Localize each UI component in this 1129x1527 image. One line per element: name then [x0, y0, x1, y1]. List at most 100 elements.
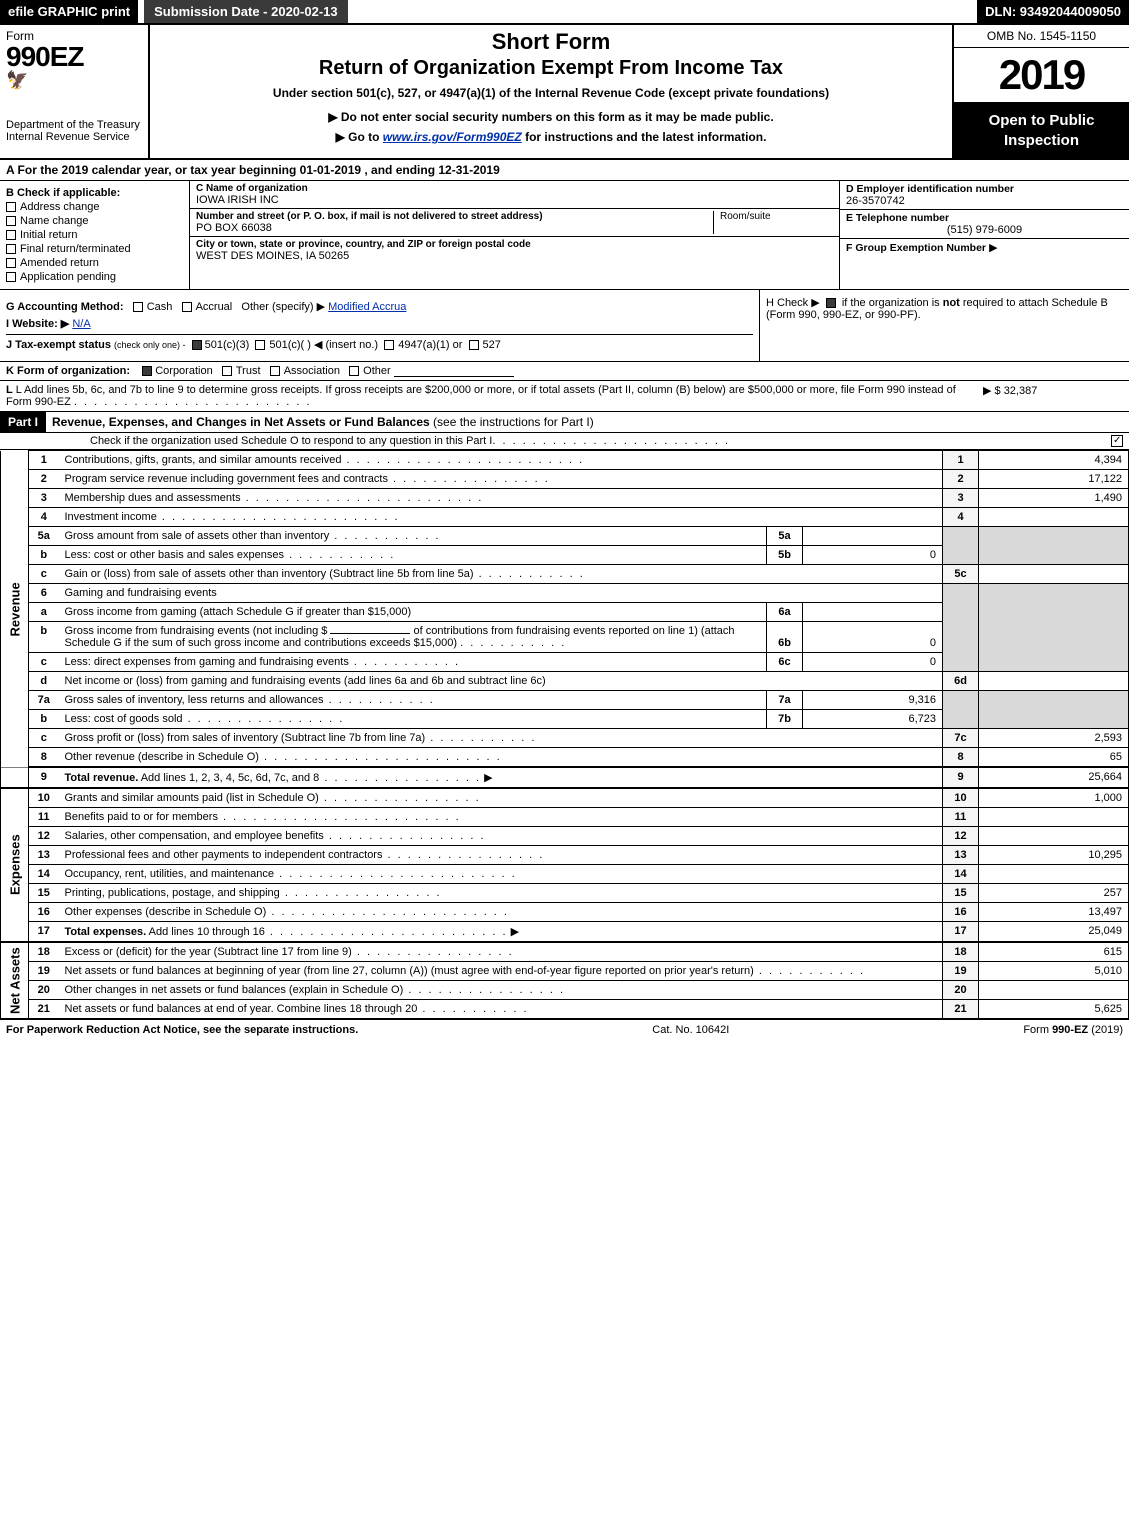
line-amount: 25,049: [979, 922, 1129, 943]
desc-text: Other expenses (describe in Schedule O): [65, 906, 267, 918]
line-desc: Gain or (loss) from sale of assets other…: [59, 565, 943, 584]
group-exemption-label: F Group Exemption Number: [846, 242, 986, 254]
checkbox-address-change[interactable]: Address change: [6, 201, 183, 213]
line-desc: Gross income from gaming (attach Schedul…: [59, 603, 767, 622]
dots: [266, 906, 509, 918]
desc-text: Gross sales of inventory, less returns a…: [65, 694, 324, 706]
efile-graphic-print-button[interactable]: efile GRAPHIC print: [0, 0, 138, 23]
line-amount: 10,295: [979, 846, 1129, 865]
checkbox-icon[interactable]: [384, 340, 394, 350]
desc-text: Excess or (deficit) for the year (Subtra…: [65, 946, 352, 958]
checkbox-icon[interactable]: [182, 302, 192, 312]
dots: [754, 965, 865, 977]
shade-cell: [979, 603, 1129, 622]
shade-cell: [943, 622, 979, 653]
checkbox-icon[interactable]: [133, 302, 143, 312]
line-ref: 18: [943, 942, 979, 962]
line-desc: Benefits paid to or for members: [59, 808, 943, 827]
city-row: City or town, state or province, country…: [190, 237, 839, 264]
opt-527: 527: [483, 339, 501, 351]
dots: [157, 511, 400, 523]
goto-suffix: for instructions and the latest informat…: [525, 130, 766, 144]
corp-label: Corporation: [155, 365, 212, 377]
line-number: 4: [29, 508, 59, 527]
schedule-o-text: Check if the organization used Schedule …: [90, 435, 492, 447]
table-row: b Less: cost or other basis and sales ex…: [1, 546, 1129, 565]
desc-text: Less: cost or other basis and sales expe…: [65, 549, 285, 561]
line-amount: 17,122: [979, 470, 1129, 489]
opt-4947: 4947(a)(1) or: [398, 339, 462, 351]
line-ref: 4: [943, 508, 979, 527]
line-amount: 2,593: [979, 729, 1129, 748]
checkbox-initial-return[interactable]: Initial return: [6, 229, 183, 241]
sub-line-amount: [803, 603, 943, 622]
checkbox-label: Final return/terminated: [20, 243, 131, 255]
shade-cell: [979, 622, 1129, 653]
dots: [319, 772, 481, 784]
line-desc: Excess or (deficit) for the year (Subtra…: [59, 942, 943, 962]
table-row: 16 Other expenses (describe in Schedule …: [1, 903, 1129, 922]
line-number: 10: [29, 788, 59, 808]
section-a-calendar-year: A For the 2019 calendar year, or tax yea…: [0, 160, 1129, 181]
checkbox-corporation-checked-icon[interactable]: [142, 366, 152, 376]
desc-text: Gross profit or (loss) from sales of inv…: [65, 732, 426, 744]
line-number: 16: [29, 903, 59, 922]
h-text-3: required to attach Schedule B: [963, 297, 1108, 309]
form-ref-suffix: (2019): [1091, 1024, 1123, 1036]
section-h: H Check ▶ if the organization is not req…: [759, 290, 1129, 361]
line-ref: 6d: [943, 672, 979, 691]
line-desc: Net assets or fund balances at end of ye…: [59, 1000, 943, 1020]
schedule-o-checkbox-checked-icon[interactable]: [1111, 435, 1123, 447]
table-row: b Gross income from fundraising events (…: [1, 622, 1129, 653]
checkbox-label: Amended return: [20, 257, 99, 269]
accounting-method-label: G Accounting Method:: [6, 301, 124, 313]
print-label[interactable]: print: [101, 4, 130, 19]
line-amount: 13,497: [979, 903, 1129, 922]
dots: [241, 492, 484, 504]
dots: [324, 694, 435, 706]
checkbox-amended-return[interactable]: Amended return: [6, 257, 183, 269]
shade-cell: [943, 584, 979, 603]
checkbox-icon[interactable]: [270, 366, 280, 376]
line-number: 17: [29, 922, 59, 943]
entity-block: B Check if applicable: Address change Na…: [0, 181, 1129, 290]
h-not: not: [943, 297, 960, 309]
line-ref: 21: [943, 1000, 979, 1020]
checkbox-icon[interactable]: [469, 340, 479, 350]
checkbox-icon[interactable]: [255, 340, 265, 350]
sub-line-amount: 6,723: [803, 710, 943, 729]
table-row: 8 Other revenue (describe in Schedule O)…: [1, 748, 1129, 768]
dots: [218, 811, 461, 823]
section-b: B Check if applicable: Address change Na…: [0, 181, 190, 289]
shade-cell: [979, 546, 1129, 565]
dots: [403, 984, 565, 996]
table-row: 11 Benefits paid to or for members 11: [1, 808, 1129, 827]
table-row: 20 Other changes in net assets or fund b…: [1, 981, 1129, 1000]
line-ref: 7c: [943, 729, 979, 748]
goto-link[interactable]: www.irs.gov/Form990EZ: [383, 130, 522, 144]
checkbox-name-change[interactable]: Name change: [6, 215, 183, 227]
dots: [492, 435, 730, 447]
website-label: I Website: ▶: [6, 318, 69, 330]
checkbox-application-pending[interactable]: Application pending: [6, 271, 183, 283]
table-row: Net Assets 18 Excess or (deficit) for th…: [1, 942, 1129, 962]
sub-line-amount: [803, 527, 943, 546]
side-label-spacer: [1, 767, 29, 788]
checkbox-icon[interactable]: [349, 366, 359, 376]
form-ref-number: 990-EZ: [1052, 1024, 1088, 1036]
line-ref: 1: [943, 451, 979, 470]
open-to-public: Open to Public Inspection: [954, 103, 1129, 158]
line-desc: Contributions, gifts, grants, and simila…: [59, 451, 943, 470]
checkbox-final-return[interactable]: Final return/terminated: [6, 243, 183, 255]
table-row: b Less: cost of goods sold 7b 6,723: [1, 710, 1129, 729]
desc-text: Less: cost of goods sold: [65, 713, 183, 725]
opt-501c: 501(c)( ): [269, 339, 311, 351]
catalog-number: Cat. No. 10642I: [652, 1024, 729, 1036]
desc-text: Less: direct expenses from gaming and fu…: [65, 656, 349, 668]
checkbox-icon[interactable]: [222, 366, 232, 376]
line-number: b: [29, 710, 59, 729]
form-header: Form 990EZ 🦅 Department of the Treasury …: [0, 25, 1129, 160]
checkbox-schedule-b-checked-icon[interactable]: [826, 298, 836, 308]
short-form-title: Short Form: [156, 29, 946, 55]
checkbox-501c3-checked-icon[interactable]: [192, 340, 202, 350]
